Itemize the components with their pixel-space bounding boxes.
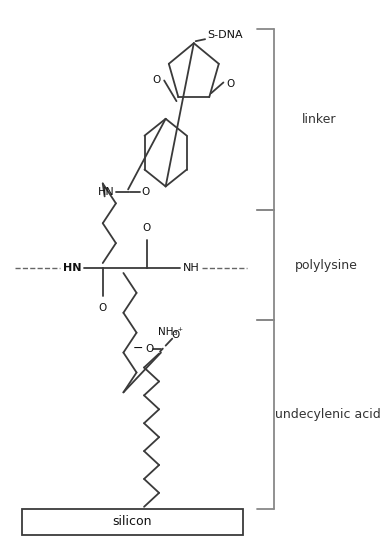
Text: O: O <box>227 80 235 89</box>
Text: polylysine: polylysine <box>295 258 357 271</box>
Bar <box>22 509 243 535</box>
Text: S-DNA: S-DNA <box>207 30 243 40</box>
Text: silicon: silicon <box>112 515 152 528</box>
Text: O: O <box>143 223 151 233</box>
Text: O: O <box>145 343 154 354</box>
Text: −: − <box>133 342 144 355</box>
Text: O: O <box>172 330 180 340</box>
Text: NH: NH <box>182 263 200 273</box>
Text: HN: HN <box>98 187 115 197</box>
Text: linker: linker <box>301 113 336 126</box>
Text: NH₃⁺: NH₃⁺ <box>158 326 183 337</box>
Text: O: O <box>142 187 150 197</box>
Text: undecylenic acid: undecylenic acid <box>275 408 381 421</box>
Text: O: O <box>152 76 161 86</box>
Text: O: O <box>99 303 107 313</box>
Text: HN: HN <box>63 263 82 273</box>
